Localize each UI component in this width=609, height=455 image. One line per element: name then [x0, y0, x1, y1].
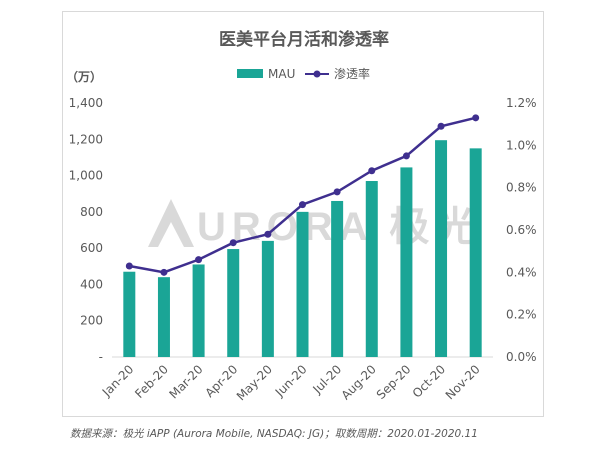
penetration-point: [472, 114, 480, 122]
left-tick-label: 1,000: [69, 169, 103, 183]
mau-bar: [331, 200, 344, 357]
watermark-logo-icon: [148, 199, 194, 247]
right-tick-label: 0.0%: [506, 350, 537, 364]
legend-rate-marker: [313, 70, 321, 78]
mau-bar: [435, 140, 448, 357]
penetration-point: [125, 262, 133, 270]
x-tick-label: Oct-20: [410, 362, 448, 400]
mau-bar: [157, 277, 170, 357]
left-tick-label: 1,200: [69, 132, 103, 146]
legend-mau-swatch: [237, 69, 263, 78]
left-tick-label: -: [99, 350, 103, 364]
x-tick-label: Jan-20: [99, 362, 137, 400]
mau-bar: [227, 249, 240, 357]
right-tick-label: 1.2%: [506, 96, 537, 110]
mau-bars: [123, 140, 482, 357]
x-tick-label: May-20: [234, 362, 275, 403]
left-tick-label: 800: [80, 205, 103, 219]
mau-bar: [296, 211, 309, 357]
penetration-point: [437, 122, 445, 130]
left-tick-label: 400: [80, 277, 103, 291]
right-tick-label: 0.4%: [506, 265, 537, 279]
x-tick-label: Nov-20: [443, 362, 483, 402]
penetration-point: [264, 230, 272, 238]
left-tick-label: 600: [80, 241, 103, 255]
mau-bar: [365, 181, 378, 357]
x-tick-label: Sep-20: [374, 362, 414, 402]
right-tick-label: 0.8%: [506, 181, 537, 195]
y-unit-label: （万）: [66, 69, 102, 84]
x-tick-label: Mar-20: [166, 362, 205, 401]
mau-bar: [261, 240, 274, 357]
left-axis-ticks: - 200 400 600 800 1,000 1,200 1,400: [69, 96, 103, 364]
x-tick-label: Feb-20: [132, 362, 171, 401]
penetration-point: [299, 201, 306, 209]
mau-bar: [192, 264, 205, 357]
chart-title: 医美平台月活和渗透率: [219, 29, 389, 50]
mau-bar: [123, 271, 136, 357]
penetration-point: [368, 167, 376, 175]
left-tick-label: 1,400: [69, 96, 103, 110]
right-tick-label: 0.2%: [506, 308, 537, 322]
penetration-point: [402, 152, 410, 160]
legend-mau-label: MAU: [268, 67, 295, 81]
penetration-point: [195, 256, 203, 264]
legend: MAU 渗透率: [237, 66, 370, 81]
penetration-point: [160, 268, 168, 276]
penetration-line: [125, 114, 480, 276]
x-tick-label: Aug-20: [339, 362, 379, 402]
watermark: URORA 极光: [148, 199, 475, 249]
legend-rate-label: 渗透率: [334, 66, 370, 81]
mau-bar: [469, 148, 482, 357]
mau-bar: [400, 167, 413, 357]
right-axis-ticks: 0.0% 0.2% 0.4% 0.6% 0.8% 1.0% 1.2%: [506, 96, 537, 364]
right-tick-label: 0.6%: [506, 223, 537, 237]
penetration-point: [333, 188, 341, 196]
penetration-point: [229, 239, 237, 247]
source-note: 数据来源：极光 iAPP (Aurora Mobile, NASDAQ: JG)…: [70, 428, 478, 440]
left-tick-label: 200: [80, 314, 103, 328]
right-tick-label: 1.0%: [506, 138, 537, 152]
x-tick-label: Jun-20: [272, 362, 310, 400]
